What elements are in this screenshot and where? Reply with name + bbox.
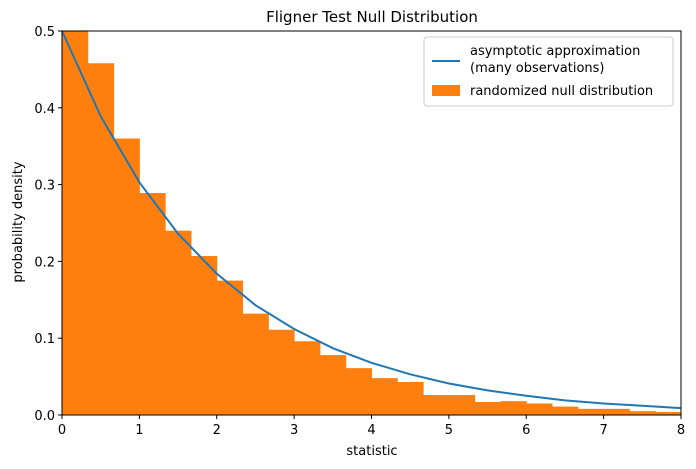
histogram-bar bbox=[113, 138, 140, 415]
histogram-bar bbox=[62, 31, 89, 415]
y-tick-label: 0.3 bbox=[34, 179, 55, 194]
histogram-bar bbox=[139, 193, 166, 415]
y-tick-label: 0.5 bbox=[34, 25, 55, 40]
legend-bar-marker bbox=[432, 85, 460, 96]
x-tick-label: 7 bbox=[599, 423, 607, 438]
x-tick-label: 1 bbox=[135, 423, 143, 438]
x-axis-label: statistic bbox=[346, 444, 397, 459]
histogram-bars bbox=[62, 31, 682, 415]
histogram-bar bbox=[165, 230, 192, 415]
legend-curve-label-line1: asymptotic approximation bbox=[470, 44, 640, 59]
histogram-bar bbox=[397, 381, 424, 415]
x-tick-label: 6 bbox=[522, 423, 530, 438]
histogram-bar bbox=[629, 411, 656, 415]
axes: 0 1 2 3 4 5 6 7 8 0.0 0.1 0.2 0.3 0.4 0.5 bbox=[34, 25, 685, 438]
chart-title: Fligner Test Null Distribution bbox=[266, 8, 478, 26]
histogram-bar bbox=[552, 406, 579, 415]
histogram-bar bbox=[500, 401, 527, 415]
histogram-bar bbox=[87, 63, 115, 415]
histogram-bar bbox=[655, 411, 682, 415]
histogram-bar bbox=[345, 368, 372, 415]
histogram-bar bbox=[319, 355, 347, 415]
histogram-bar bbox=[603, 408, 630, 415]
legend: asymptotic approximation (many observati… bbox=[423, 36, 674, 107]
histogram-bar bbox=[577, 408, 605, 415]
y-tick-label: 0.2 bbox=[34, 255, 55, 270]
x-tick-label: 8 bbox=[677, 423, 685, 438]
x-tick-label: 0 bbox=[58, 423, 66, 438]
histogram-bar bbox=[190, 256, 218, 415]
y-tick-label: 0.0 bbox=[34, 409, 55, 424]
legend-box bbox=[423, 36, 674, 107]
y-tick-label: 0.1 bbox=[34, 332, 55, 347]
x-tick-label: 3 bbox=[290, 423, 298, 438]
y-tick-label: 0.4 bbox=[34, 102, 55, 117]
legend-hist-label: randomized null distribution bbox=[470, 84, 653, 99]
asymptotic-curve bbox=[61, 30, 682, 410]
histogram-bar bbox=[242, 313, 269, 415]
histogram-bar bbox=[268, 329, 295, 415]
histogram-bar bbox=[526, 403, 553, 415]
histogram-bar bbox=[448, 395, 476, 415]
x-tick-label: 4 bbox=[367, 423, 375, 438]
legend-curve-label-line2: (many observations) bbox=[470, 61, 605, 76]
x-tick-label: 5 bbox=[445, 423, 453, 438]
histogram-bar bbox=[423, 395, 450, 415]
y-axis-label: probability density bbox=[11, 161, 26, 282]
histogram-bar bbox=[216, 280, 244, 415]
x-tick-label: 2 bbox=[213, 423, 221, 438]
histogram-bar bbox=[371, 378, 398, 415]
histogram-bar bbox=[474, 401, 501, 415]
histogram-bar bbox=[294, 341, 321, 415]
